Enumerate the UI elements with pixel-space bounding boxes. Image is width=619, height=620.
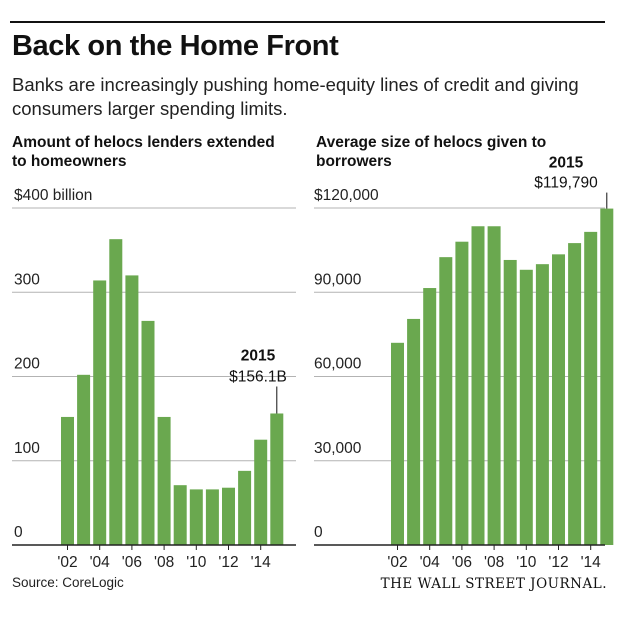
annotation-value: $119,790: [534, 175, 598, 192]
bar-2002: [61, 416, 74, 545]
x-tick-label: '10: [516, 554, 537, 571]
x-tick-label: '06: [122, 554, 142, 571]
annotation-year: 2015: [549, 155, 584, 172]
bar-2004: [423, 288, 437, 545]
bar-2009: [503, 259, 517, 545]
source-note: Source: CoreLogic: [12, 575, 124, 590]
y-tick-label: 90,000: [314, 271, 362, 288]
bar-2008: [487, 226, 501, 546]
x-tick-label: '06: [452, 554, 472, 571]
annotation-value: $156.1B: [229, 368, 287, 385]
bar-2011: [535, 264, 549, 545]
bar-2003: [77, 374, 91, 545]
bar-2014: [254, 439, 268, 545]
bar-2007: [471, 226, 485, 546]
page-subtitle: Banks are increasingly pushing home-equi…: [12, 74, 579, 119]
x-tick-label: '12: [218, 554, 238, 571]
bar-2006: [455, 241, 469, 545]
bar-2008: [157, 416, 171, 545]
bar-2015: [270, 413, 284, 545]
bar-2003: [407, 318, 421, 545]
y-tick-label: 200: [14, 356, 40, 373]
y-tick-label: $400 billion: [14, 187, 92, 204]
y-tick-label: 0: [314, 524, 323, 541]
bar-2012: [552, 254, 565, 545]
bar-2011: [205, 489, 219, 545]
bar-2004: [93, 280, 107, 545]
bar-2007: [141, 320, 155, 545]
top-rule: [10, 21, 605, 23]
annotation-year: 2015: [241, 347, 276, 364]
bar-2010: [519, 269, 533, 545]
chart-title-heloc-size: Average size of helocs given to borrower…: [316, 134, 547, 170]
chart-heloc-amount: 0 100 200 300 $400 billion '02 '04 '06 '08 '10 '12…: [12, 187, 296, 571]
bar-2012: [222, 487, 235, 545]
bar-2002: [391, 342, 404, 545]
bar-2010: [189, 489, 203, 545]
bar-2006: [125, 275, 139, 545]
x-tick-label: '02: [387, 554, 407, 571]
y-tick-label: $120,000: [314, 187, 379, 204]
bar-2014: [584, 231, 598, 545]
y-tick-label: 100: [14, 440, 40, 457]
page-title: Back on the Home Front: [12, 30, 339, 62]
bar-2009: [173, 485, 187, 545]
x-tick-label: '08: [484, 554, 504, 571]
bar-2005: [439, 257, 453, 545]
chart-title-heloc-amount: Amount of helocs lenders extended to hom…: [12, 134, 275, 170]
publisher-logo: THE WALL STREET JOURNAL.: [380, 576, 607, 592]
x-tick-label: '14: [251, 554, 272, 571]
x-tick-label: '10: [186, 554, 207, 571]
x-tick-label: '08: [154, 554, 174, 571]
x-tick-label: '02: [57, 554, 77, 571]
bar-2013: [238, 470, 252, 545]
bar-2013: [568, 243, 582, 545]
bar-2005: [109, 239, 123, 546]
y-tick-label: 60,000: [314, 356, 362, 373]
x-tick-label: '12: [548, 554, 568, 571]
x-tick-label: '04: [420, 554, 441, 571]
y-tick-label: 30,000: [314, 440, 362, 457]
x-tick-label: '04: [90, 554, 111, 571]
bar-2015: [600, 208, 614, 545]
y-tick-label: 300: [14, 271, 40, 288]
y-tick-label: 0: [14, 524, 23, 541]
x-tick-label: '14: [581, 554, 602, 571]
chart-heloc-size: 0 30,000 60,000 90,000 $120,000 '02 '04 '06 '08 '…: [314, 155, 614, 571]
